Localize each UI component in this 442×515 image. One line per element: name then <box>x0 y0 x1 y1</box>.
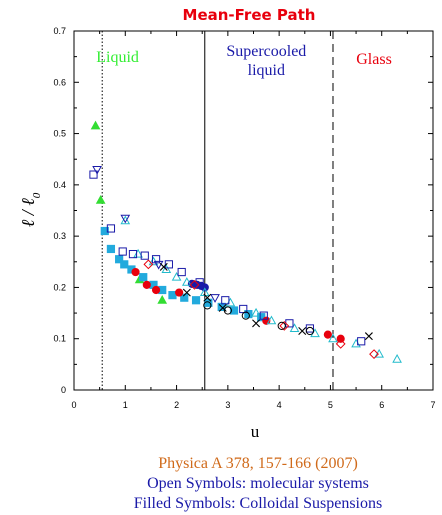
open-diamond-point <box>189 279 200 290</box>
x-tick-label: 4 <box>277 400 282 410</box>
open-triangle-point <box>289 323 300 332</box>
cross-point <box>182 288 191 297</box>
open-triangle-point <box>266 315 277 325</box>
y-tick-label: 0.3 <box>53 231 66 241</box>
filled-square-point <box>120 260 129 269</box>
filled-circle-point <box>175 288 184 297</box>
open-diamond-point <box>335 338 346 349</box>
open-square-point <box>128 249 138 259</box>
plot-frame <box>73 30 434 391</box>
region-label: Supercooled liquid <box>226 43 306 79</box>
open-square-point <box>118 247 127 256</box>
region-label: Liquid <box>96 49 139 66</box>
citation-text: Physica A 378, 157-166 (2007) <box>158 455 358 472</box>
cross-point <box>159 262 168 271</box>
cross-point <box>252 319 261 328</box>
data-points <box>89 120 402 363</box>
cross-point <box>203 293 212 302</box>
open-square-point <box>151 255 161 264</box>
filled-square-point <box>229 306 239 315</box>
open-down-triangle-point <box>153 260 164 270</box>
y-tick-label: 0.2 <box>53 282 66 292</box>
filled-circle-point <box>142 280 151 289</box>
open-triangle-point <box>351 338 361 348</box>
open-triangle-point <box>328 333 338 343</box>
open-square-point <box>357 337 366 346</box>
x-tick-label: 7 <box>430 400 435 410</box>
open-triangle-point <box>251 307 261 317</box>
x-tick-label: 0 <box>71 400 76 410</box>
filled-triangle-point <box>90 120 101 130</box>
filled-circle-point <box>151 285 161 295</box>
open-triangle-point <box>181 277 192 286</box>
filled-square-point <box>191 296 201 305</box>
filled-symbols-note: Filled Symbols: Colloidal Suspensions <box>134 495 382 512</box>
open-diamond-point <box>143 259 154 270</box>
open-down-triangle-point <box>92 165 102 175</box>
plot-area <box>73 30 434 391</box>
open-square-point <box>89 170 98 179</box>
x-tick-label: 2 <box>174 400 179 410</box>
open-circle-point <box>305 326 315 336</box>
y-axis-label: ℓ / ℓ0 <box>18 192 43 227</box>
filled-square-point <box>100 226 109 236</box>
x-tick-label: 6 <box>379 400 384 410</box>
open-square-point <box>106 224 116 233</box>
open-down-triangle-point <box>120 214 131 224</box>
y-tick-label: 0.4 <box>53 180 66 190</box>
open-square-point <box>305 324 315 333</box>
open-symbols-note: Open Symbols: molecular systems <box>147 475 369 492</box>
open-square-point <box>140 251 149 260</box>
region-label: Glass <box>356 51 392 68</box>
y-tick-label: 0 <box>61 385 66 395</box>
open-square-point <box>164 260 173 269</box>
filled-circle-point <box>336 334 345 343</box>
open-circle-point <box>223 306 232 315</box>
y-tick-label: 0.1 <box>53 334 66 344</box>
filled-circle-point <box>131 267 140 277</box>
chart-title: Mean-Free Path <box>183 6 316 24</box>
x-axis-label: u <box>251 422 260 441</box>
open-triangle-point <box>392 353 402 363</box>
axes: 0 1 2 3 4 5 6 7 0 0.1 0.2 0.3 0.4 0.5 0.6 0.7 <box>53 26 435 410</box>
y-tick-label: 0.6 <box>53 77 66 87</box>
filled-square-point <box>168 291 177 300</box>
open-square-point <box>259 311 268 320</box>
filled-square-point <box>139 273 148 282</box>
filled-square-point <box>180 293 189 302</box>
filled-square-point <box>106 244 116 254</box>
open-circle-point <box>203 301 212 310</box>
cross-point <box>298 327 307 336</box>
cross-point <box>218 303 227 312</box>
x-tick-label: 3 <box>225 400 230 410</box>
open-triangle-point <box>171 271 182 281</box>
cross-point <box>364 332 373 341</box>
filled-circle-point <box>323 330 332 339</box>
open-diamond-point <box>369 349 379 360</box>
open-triangle-point <box>161 264 172 273</box>
y-tick-label: 0.5 <box>53 129 66 139</box>
y-tick-label: 0.7 <box>53 26 66 36</box>
open-diamond-point <box>279 320 290 331</box>
open-down-triangle-point <box>210 294 220 303</box>
open-triangle-point <box>225 297 236 307</box>
x-tick-label: 1 <box>123 400 128 410</box>
filled-triangle-point <box>95 195 106 204</box>
region-boundaries: Liquid Supercooled liquid Glass <box>96 31 392 390</box>
open-circle-point <box>277 321 286 330</box>
open-triangle-point <box>120 215 131 225</box>
open-square-point <box>177 267 186 277</box>
filled-triangle-point <box>157 295 168 304</box>
open-triangle-point <box>310 328 320 338</box>
open-circle-point <box>241 311 250 320</box>
open-square-point <box>221 296 230 305</box>
open-square-point <box>285 319 294 328</box>
x-tick-label: 5 <box>328 400 333 410</box>
